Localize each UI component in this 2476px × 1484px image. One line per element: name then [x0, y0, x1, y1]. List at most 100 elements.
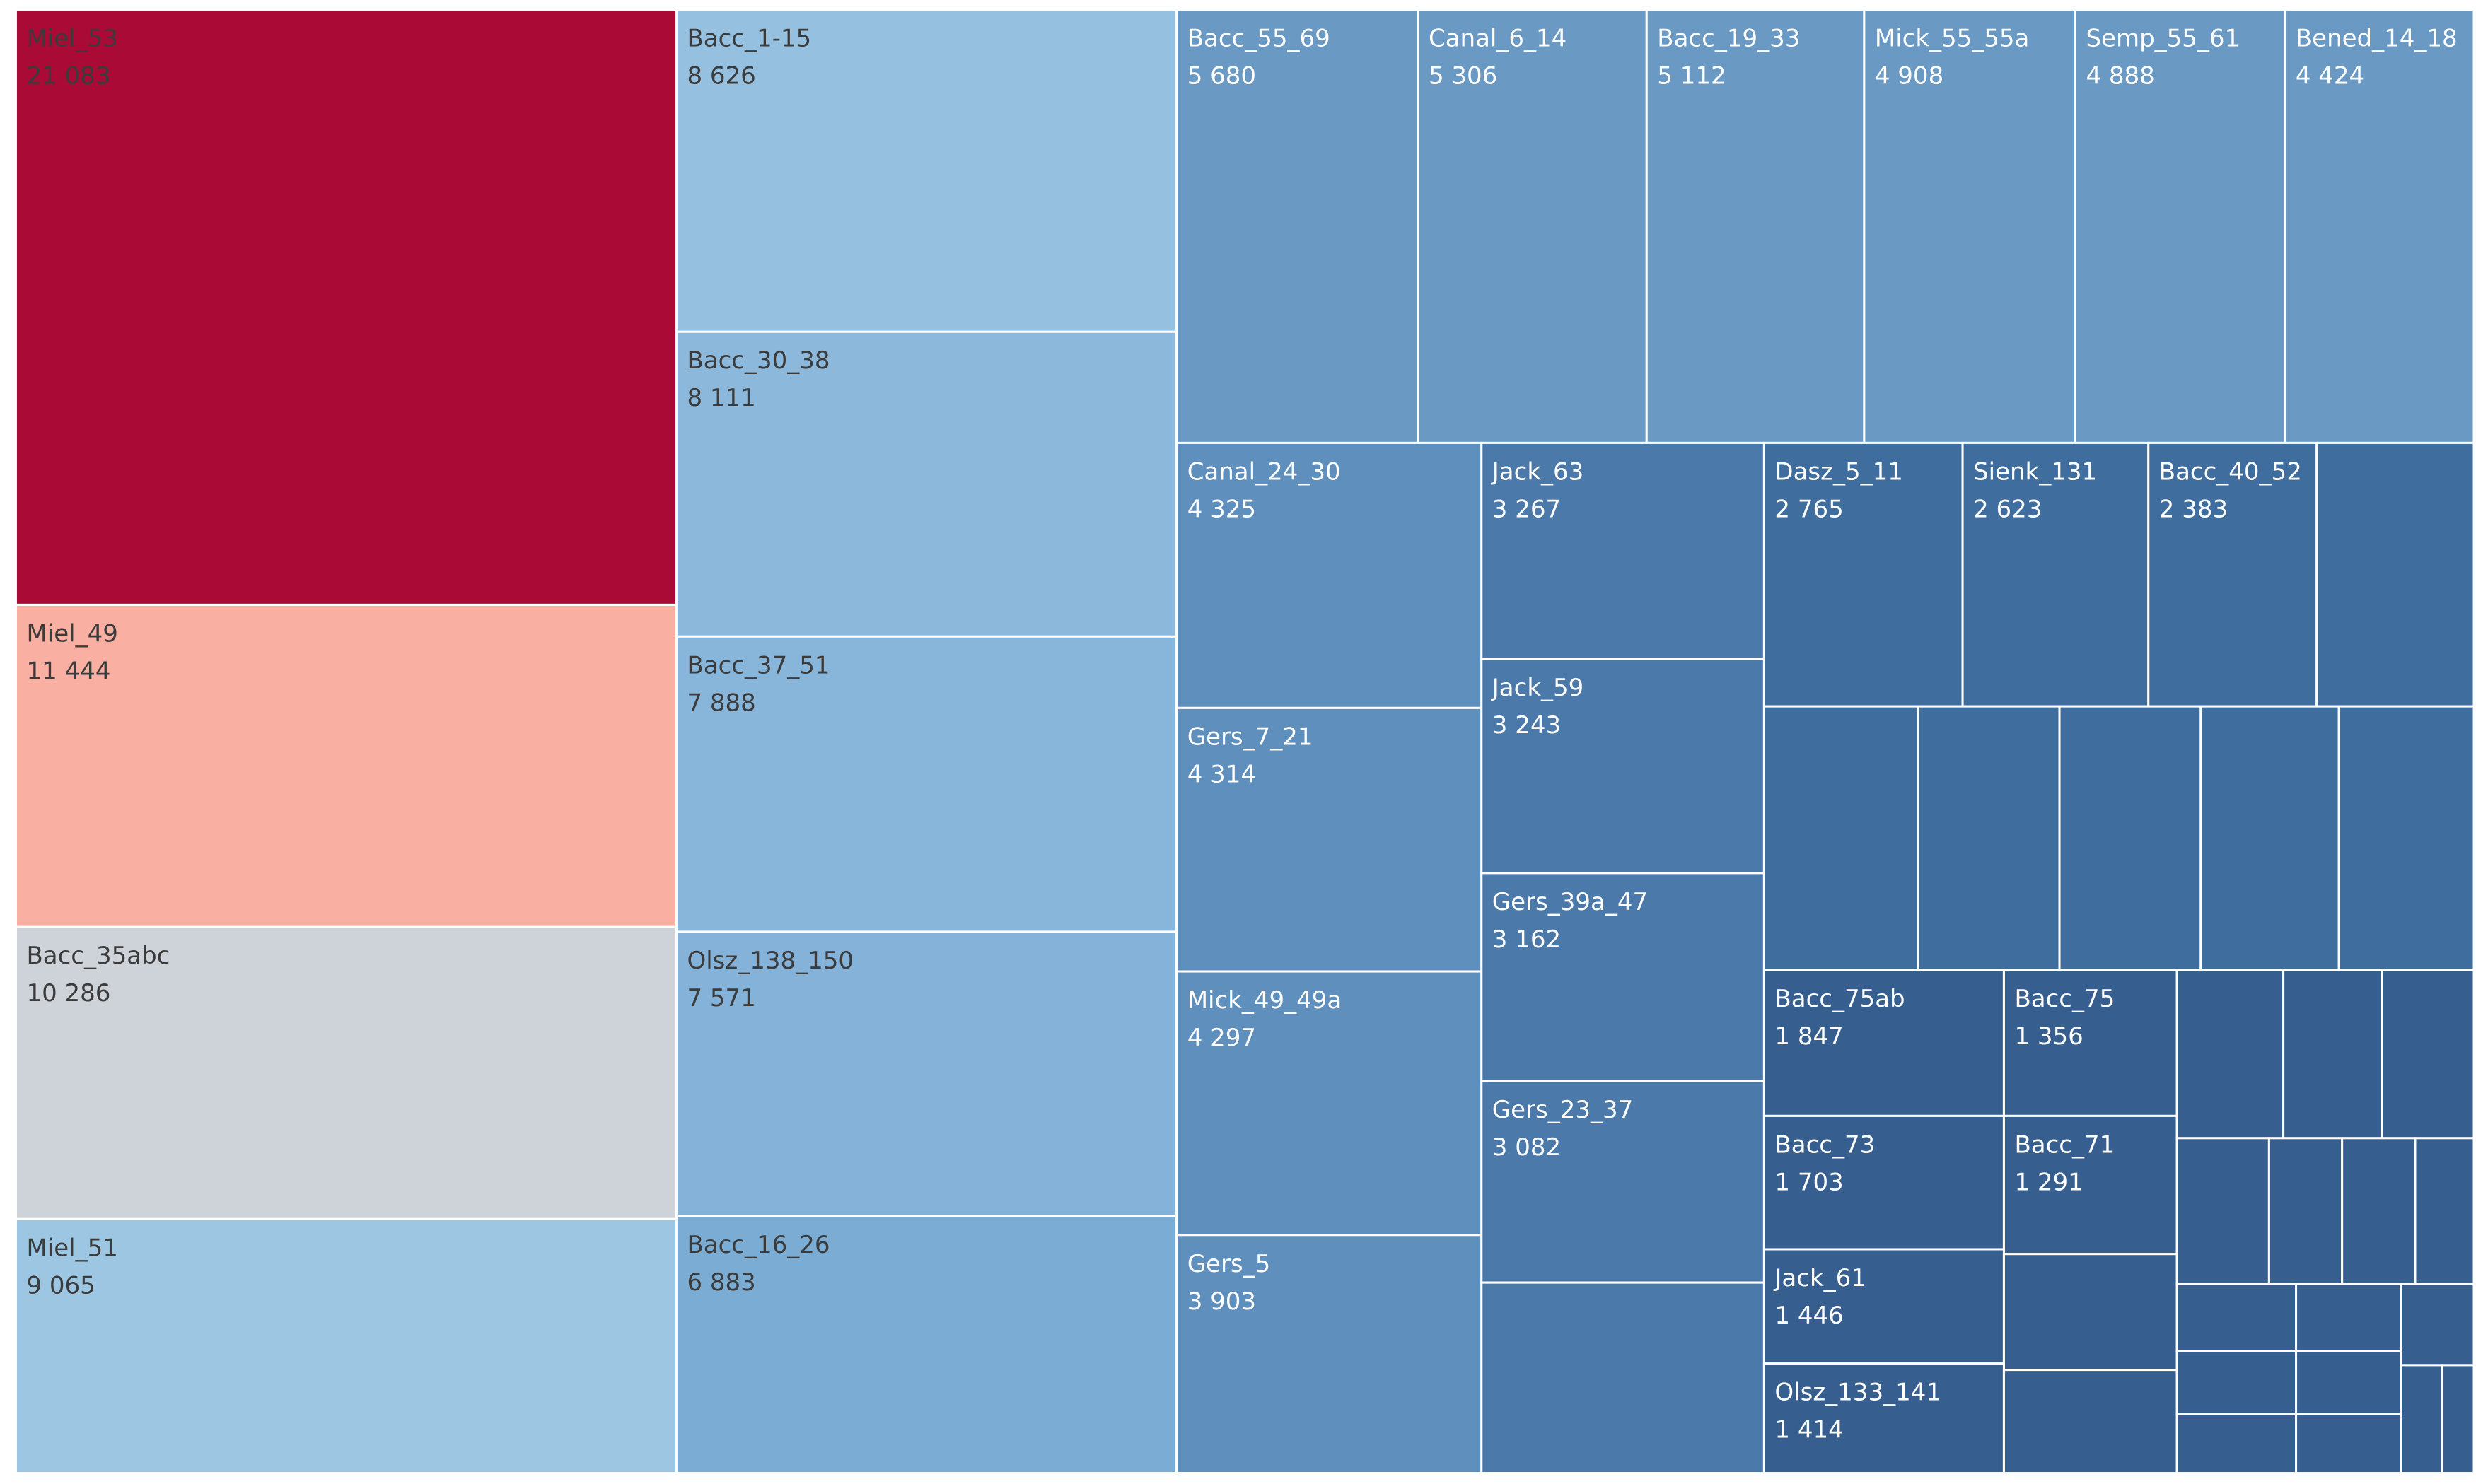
- treemap-cell-jack-63[interactable]: Jack_63 3 267: [1480, 441, 1765, 660]
- treemap-cell-bacc-75ab[interactable]: Bacc_75ab 1 847: [1762, 969, 2005, 1117]
- treemap-cell-unlabeled[interactable]: [2381, 969, 2475, 1140]
- treemap-cell-gers-5[interactable]: Gers_5 3 903: [1175, 1234, 1483, 1475]
- treemap-cell-rect: [2002, 969, 2178, 1117]
- treemap-cell-rect: [1762, 441, 1964, 708]
- treemap-cell-miel-49[interactable]: Miel_49 11 444: [14, 603, 678, 928]
- cell-value: 2 623: [1973, 495, 2042, 523]
- treemap-cell-unlabeled[interactable]: [2400, 1283, 2475, 1367]
- treemap-cell-rect: [1762, 705, 1919, 971]
- cell-label: Miel_51: [26, 1234, 117, 1262]
- treemap-cell-rect: [675, 330, 1178, 638]
- treemap-cell-bacc-37-51[interactable]: Bacc_37_51 7 888: [675, 635, 1178, 933]
- treemap-cell-unlabeled[interactable]: [2414, 1137, 2475, 1285]
- treemap-cell-rect: [2199, 705, 2340, 971]
- treemap-cell-rect: [2337, 705, 2475, 971]
- treemap-cell-unlabeled[interactable]: [2337, 705, 2475, 971]
- treemap-cell-bacc-19-33[interactable]: Bacc_19_33 5 112: [1645, 8, 1866, 444]
- cell-value: 4 908: [1875, 62, 1943, 90]
- cell-label: Bacc_35abc: [26, 942, 170, 970]
- treemap-cell-bacc-55-69[interactable]: Bacc_55_69 5 680: [1175, 8, 1419, 444]
- treemap-cell-unlabeled[interactable]: [2341, 1137, 2417, 1285]
- treemap-cell-unlabeled[interactable]: [2267, 1137, 2344, 1285]
- cell-label: Canal_6_14: [1429, 24, 1567, 52]
- treemap-cell-bacc-71[interactable]: Bacc_71 1 291: [2002, 1114, 2178, 1256]
- treemap-cell-unlabeled[interactable]: [2295, 1350, 2402, 1415]
- treemap-cell-rect: [2295, 1283, 2402, 1352]
- treemap-cell-unlabeled[interactable]: [2199, 705, 2340, 971]
- treemap-cell-bacc-75[interactable]: Bacc_75 1 356: [2002, 969, 2178, 1117]
- treemap-cell-unlabeled[interactable]: [2175, 1137, 2270, 1285]
- treemap-cell-unlabeled[interactable]: [1480, 1281, 1765, 1475]
- treemap-cell-rect: [1917, 705, 2061, 971]
- treemap-cell-unlabeled[interactable]: [2400, 1364, 2443, 1475]
- treemap-cell-unlabeled[interactable]: [2295, 1413, 2402, 1475]
- cell-value: 8 626: [687, 62, 755, 90]
- cell-label: Mick_55_55a: [1875, 24, 2030, 52]
- treemap-cell-bacc-1-15[interactable]: Bacc_1-15 8 626: [675, 8, 1178, 333]
- treemap-cell-bacc-35abc[interactable]: Bacc_35abc 10 286: [14, 925, 678, 1220]
- treemap-cell-rect: [1762, 1114, 2005, 1251]
- treemap-cell-canal-6-14[interactable]: Canal_6_14 5 306: [1417, 8, 1648, 444]
- treemap-cell-olsz-133-141[interactable]: Olsz_133_141 1 414: [1762, 1362, 2005, 1475]
- treemap-cell-sienk-131[interactable]: Sienk_131 2 623: [1961, 441, 2150, 708]
- treemap-cell-gers-39a-47[interactable]: Gers_39a_47 3 162: [1480, 872, 1765, 1082]
- cell-value: 5 680: [1187, 62, 1256, 90]
- treemap-cell-rect: [2175, 1413, 2298, 1475]
- treemap-cell-gers-23-37[interactable]: Gers_23_37 3 082: [1480, 1080, 1765, 1284]
- treemap-cell-unlabeled[interactable]: [2175, 1283, 2298, 1352]
- treemap-cell-dasz-5-11[interactable]: Dasz_5_11 2 765: [1762, 441, 1964, 708]
- treemap-cell-unlabeled[interactable]: [2002, 1369, 2178, 1475]
- cell-label: Bacc_55_69: [1187, 24, 1330, 52]
- treemap-cell-bened-14-18[interactable]: Bened_14_18 4 424: [2284, 8, 2475, 444]
- treemap-cell-bacc-40-52[interactable]: Bacc_40_52 2 383: [2147, 441, 2318, 708]
- treemap-cell-rect: [675, 8, 1178, 333]
- treemap-cell-jack-61[interactable]: Jack_61 1 446: [1762, 1248, 2005, 1365]
- cell-value: 4 424: [2296, 62, 2364, 90]
- cell-value: 1 703: [1774, 1168, 1843, 1196]
- treemap-cell-unlabeled[interactable]: [2002, 1253, 2178, 1372]
- treemap-cell-rect: [1175, 1234, 1483, 1475]
- treemap-cell-unlabeled[interactable]: [1917, 705, 2061, 971]
- treemap-cell-unlabeled[interactable]: [2175, 1413, 2298, 1475]
- cell-value: 7 571: [687, 984, 755, 1012]
- treemap-cell-rect: [1480, 1080, 1765, 1284]
- treemap-cell-unlabeled[interactable]: [2295, 1283, 2402, 1352]
- treemap-cell-miel-53[interactable]: Miel_53 21 083: [14, 8, 678, 606]
- treemap-cell-unlabeled[interactable]: [2315, 441, 2475, 708]
- treemap-cell-rect: [1175, 8, 1419, 444]
- treemap-cell-rect: [1175, 441, 1483, 709]
- treemap-cell-unlabeled[interactable]: [2282, 969, 2383, 1140]
- treemap-cell-bacc-73[interactable]: Bacc_73 1 703: [1762, 1114, 2005, 1251]
- treemap-cell-bacc-30-38[interactable]: Bacc_30_38 8 111: [675, 330, 1178, 638]
- treemap-cell-jack-59[interactable]: Jack_59 3 243: [1480, 658, 1765, 875]
- cell-value: 4 325: [1187, 495, 1256, 523]
- treemap-cell-canal-24-30[interactable]: Canal_24_30 4 325: [1175, 441, 1483, 709]
- treemap-cell-rect: [2315, 441, 2475, 708]
- treemap-cell-unlabeled[interactable]: [2175, 1350, 2298, 1415]
- cell-label: Gers_23_37: [1492, 1096, 1633, 1124]
- treemap-cell-rect: [2175, 1283, 2298, 1352]
- treemap-cell-rect: [2414, 1137, 2475, 1285]
- treemap-cell-unlabeled[interactable]: [2175, 969, 2285, 1140]
- treemap-cell-olsz-138-150[interactable]: Olsz_138_150 7 571: [675, 930, 1178, 1217]
- treemap-cell-rect: [2295, 1350, 2402, 1415]
- treemap-cell-bacc-16-26[interactable]: Bacc_16_26 6 883: [675, 1215, 1178, 1475]
- treemap-cell-unlabeled[interactable]: [2058, 705, 2202, 971]
- treemap-cell-mick-55-55a[interactable]: Mick_55_55a 4 908: [1863, 8, 2076, 444]
- cell-label: Bacc_75ab: [1774, 985, 1905, 1013]
- cell-value: 7 888: [687, 689, 755, 717]
- treemap-cell-miel-51[interactable]: Miel_51 9 065: [14, 1217, 678, 1475]
- cell-value: 4 888: [2086, 62, 2154, 90]
- treemap-cell-rect: [2267, 1137, 2344, 1285]
- treemap-cell-rect: [2341, 1137, 2417, 1285]
- treemap-cell-semp-55-61[interactable]: Semp_55_61 4 888: [2074, 8, 2286, 444]
- treemap-cell-unlabeled[interactable]: [1762, 705, 1919, 971]
- treemap-cell-mick-49-49a[interactable]: Mick_49_49a 4 297: [1175, 970, 1483, 1237]
- cell-value: 3 082: [1492, 1133, 1561, 1162]
- cell-value: 9 065: [26, 1271, 95, 1299]
- treemap-cell-gers-7-21[interactable]: Gers_7_21 4 314: [1175, 706, 1483, 973]
- treemap-cell-unlabeled[interactable]: [2441, 1364, 2475, 1475]
- treemap-cell-rect: [675, 1215, 1178, 1475]
- cell-label: Bacc_1-15: [687, 24, 811, 52]
- cell-value: 1 356: [2014, 1022, 2083, 1051]
